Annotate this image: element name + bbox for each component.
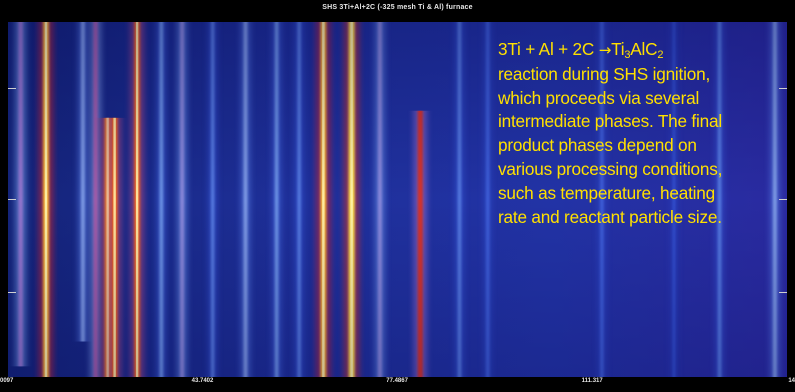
x-axis: 0097 43.7402 77.4867 111.317 14 xyxy=(0,377,795,392)
reaction-formula: 3Ti + Al + 2C →Ti3AlC2 xyxy=(498,38,788,63)
y-tick-mark-right xyxy=(779,88,787,89)
formula-sub-3: 3 xyxy=(624,49,631,61)
y-tick-mark xyxy=(8,292,16,293)
y-tick-mark-right xyxy=(779,292,787,293)
y-tick-mark-right xyxy=(779,199,787,200)
heatmap-svg xyxy=(8,22,787,377)
formula-sub-2: 2 xyxy=(657,49,664,61)
y-tick-mark xyxy=(8,199,16,200)
x-tick-label: 14 xyxy=(788,378,795,384)
annotation-line: various processing conditions, xyxy=(498,158,723,179)
x-tick-label: 43.7402 xyxy=(191,378,214,384)
x-tick-label: 111.317 xyxy=(581,378,603,384)
annotation-line: such as temperature, heating xyxy=(498,182,716,203)
formula-alc: AlC xyxy=(630,39,658,59)
x-tick-label: 0097 xyxy=(0,378,14,384)
annotation-line: intermediate phases. The final xyxy=(498,111,722,132)
arrow-icon: → xyxy=(598,41,612,59)
annotation-line: product phases depend on xyxy=(498,135,697,156)
y-tick-mark xyxy=(8,88,16,89)
annotation-line: rate and reactant particle size. xyxy=(498,206,722,227)
annotation-line: which proceeds via several xyxy=(498,87,700,108)
reaction-annotation: 3Ti + Al + 2C →Ti3AlC2 reaction during S… xyxy=(498,38,788,229)
annotation-line: reaction during SHS ignition, xyxy=(498,63,711,84)
x-tick-label: 77.4867 xyxy=(386,378,408,384)
chart-title: SHS 3Ti+Al+2C (-325 mesh Ti & Al) furnac… xyxy=(322,4,473,11)
heatmap-vertical-shade xyxy=(8,22,787,377)
formula-reactants: 3Ti + Al + 2C xyxy=(498,39,599,59)
formula-ti: Ti xyxy=(611,39,625,59)
heatmap-plot-area xyxy=(8,22,787,377)
title-bar: SHS 3Ti+Al+2C (-325 mesh Ti & Al) furnac… xyxy=(0,0,795,22)
